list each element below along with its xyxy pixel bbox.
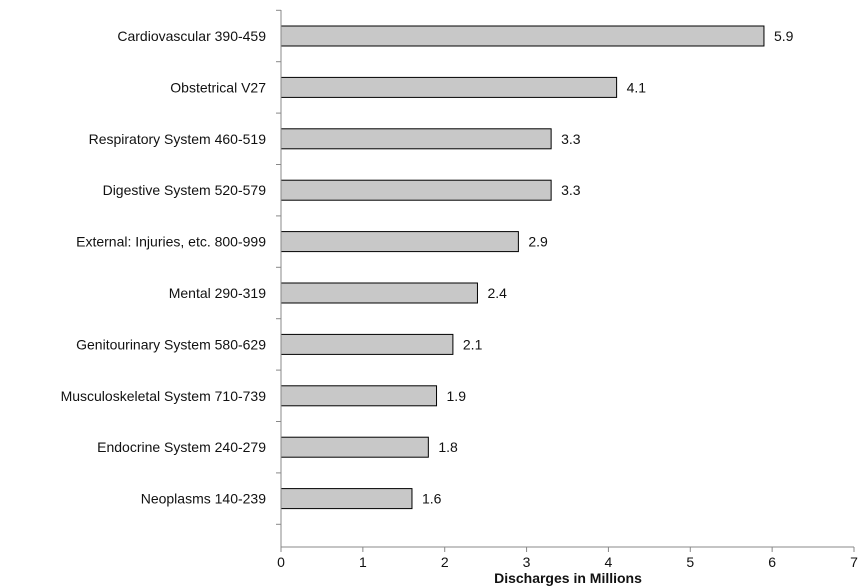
category-label: External: Injuries, etc. 800-999 xyxy=(76,234,266,250)
x-tick-label: 3 xyxy=(523,554,531,570)
value-label: 1.8 xyxy=(438,439,458,455)
value-label: 1.6 xyxy=(422,491,442,507)
category-label: Musculoskeletal System 710-739 xyxy=(61,388,267,404)
x-tick-label: 1 xyxy=(359,554,367,570)
bar xyxy=(280,436,429,458)
bar xyxy=(280,282,478,304)
bar xyxy=(280,488,413,510)
category-label: Neoplasms 140-239 xyxy=(141,491,267,507)
x-axis-title: Discharges in Millions xyxy=(494,570,642,586)
value-label: 3.3 xyxy=(561,131,581,147)
value-label: 5.9 xyxy=(774,28,794,44)
bars-group xyxy=(280,25,765,510)
value-label: 2.4 xyxy=(487,285,507,301)
x-tick-label: 7 xyxy=(850,554,858,570)
bar xyxy=(280,231,519,253)
value-label: 2.9 xyxy=(528,234,548,250)
category-label: Mental 290-319 xyxy=(169,285,267,301)
bar xyxy=(280,385,438,407)
category-label: Respiratory System 460-519 xyxy=(89,131,267,147)
category-label: Digestive System 520-579 xyxy=(103,182,267,198)
x-tick-label: 0 xyxy=(277,554,285,570)
x-tick-label: 5 xyxy=(686,554,694,570)
x-tick-label: 6 xyxy=(768,554,776,570)
bar xyxy=(280,333,454,355)
category-labels: Cardiovascular 390-459 Obstetrical V27 Res… xyxy=(61,28,267,507)
value-label: 2.1 xyxy=(463,336,483,352)
bar xyxy=(280,128,552,150)
value-label: 1.9 xyxy=(447,388,467,404)
value-label: 3.3 xyxy=(561,182,581,198)
category-label: Endocrine System 240-279 xyxy=(97,439,266,455)
x-tick-label: 4 xyxy=(605,554,613,570)
category-label: Genitourinary System 580-629 xyxy=(76,336,266,352)
x-ticks: 0 1 2 3 4 5 6 7 xyxy=(277,547,858,570)
axes-group xyxy=(276,9,854,548)
bar xyxy=(280,76,618,98)
value-labels: 5.9 4.1 3.3 3.3 2.9 2.4 2.1 1.9 1.8 1.6 xyxy=(422,28,794,507)
bar xyxy=(280,179,552,201)
x-tick-label: 2 xyxy=(441,554,449,570)
category-label: Obstetrical V27 xyxy=(170,79,266,95)
category-label: Cardiovascular 390-459 xyxy=(117,28,266,44)
bar xyxy=(280,25,765,47)
value-label: 4.1 xyxy=(627,79,647,95)
